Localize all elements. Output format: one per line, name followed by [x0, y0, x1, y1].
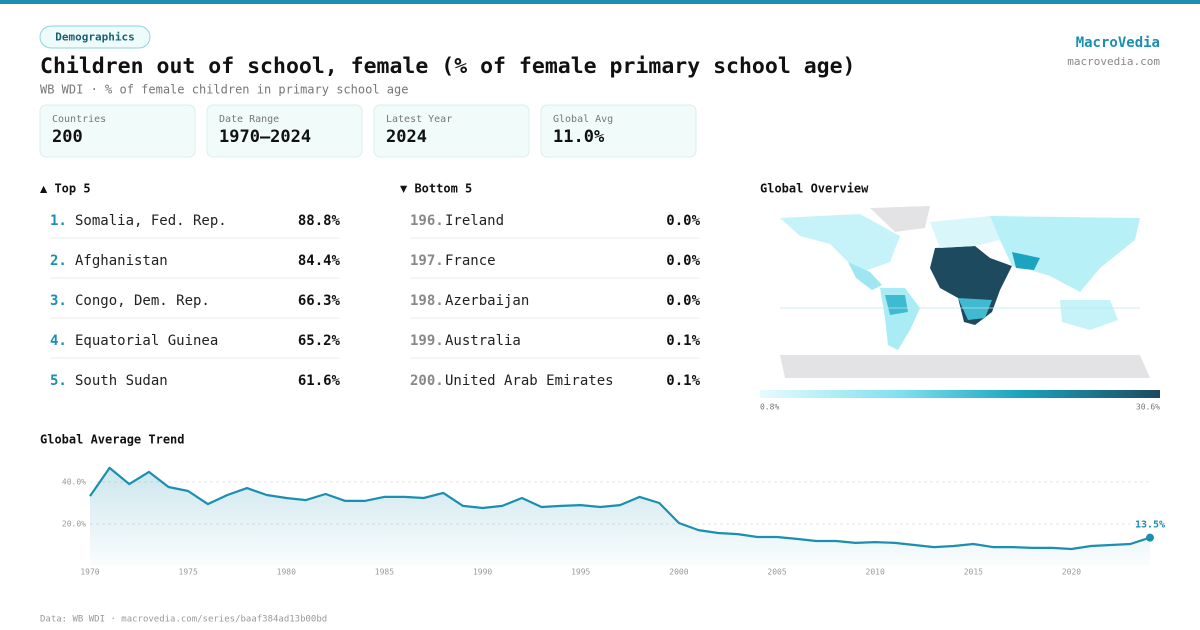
x-tick-label: 1970: [80, 568, 99, 577]
country: Equatorial Guinea: [75, 333, 218, 349]
stat-label: Countries: [52, 114, 106, 125]
x-tick-label: 1995: [571, 568, 590, 577]
country: Australia: [445, 333, 521, 349]
colorbar: [760, 390, 1160, 398]
chart-title: Global Average Trend: [40, 433, 185, 447]
rankings: ▲ Top 5 1. Somalia, Fed. Rep. 88.8% 2. Afghan…: [40, 182, 701, 390]
country: Ireland: [445, 213, 504, 229]
rank-value: 61.6%: [298, 373, 341, 389]
x-tick-label: 1980: [277, 568, 296, 577]
country: Congo, Dem. Rep.: [75, 293, 210, 309]
top-bar: [0, 0, 1200, 4]
list-title: ▼ Bottom 5: [400, 182, 472, 196]
country: Afghanistan: [75, 253, 168, 269]
rank-value: 84.4%: [298, 253, 341, 269]
site: macrovedia.com: [1067, 55, 1160, 68]
country: France: [445, 253, 496, 269]
country: South Sudan: [75, 373, 168, 389]
x-tick-label: 2005: [767, 568, 786, 577]
rank-value: 88.8%: [298, 213, 341, 229]
rank-value: 0.0%: [666, 293, 700, 309]
x-tick-label: 1990: [473, 568, 492, 577]
country: Azerbaijan: [445, 293, 529, 309]
rank-value: 0.0%: [666, 253, 700, 269]
stat-card: [206, 104, 363, 158]
rank-value: 0.1%: [666, 333, 700, 349]
stat-value: 11.0%: [553, 127, 605, 147]
trend-line: [89, 466, 1151, 551]
stat-card: [373, 104, 530, 158]
brand: MacroVedia: [1076, 35, 1160, 51]
x-tick-label: 2020: [1062, 568, 1081, 577]
rank: 2.: [50, 253, 67, 269]
world-map: [780, 206, 1150, 378]
stat-label: Latest Year: [386, 114, 452, 125]
badge: [39, 25, 151, 49]
list-title: ▲ Top 5: [40, 182, 91, 196]
x-tick-label: 1975: [179, 568, 198, 577]
subtitle: WB WDI · % of female children in primary…: [40, 83, 408, 97]
rank: 199.: [410, 333, 444, 349]
rank: 3.: [50, 293, 67, 309]
country: United Arab Emirates: [445, 373, 614, 389]
trend-area: [90, 467, 1150, 566]
map-title: Global Overview: [760, 182, 869, 196]
rank-value: 0.0%: [666, 213, 700, 229]
rank: 197.: [410, 253, 444, 269]
stat-value: 1970–2024: [219, 127, 311, 147]
stat-card: [540, 104, 697, 158]
footer: Data: WB WDI · macrovedia.com/series/baa…: [40, 615, 327, 625]
colorbar-max: 30.6%: [1136, 403, 1160, 412]
y-tick-label: 20.0%: [62, 520, 86, 529]
stat-value: 2024: [386, 127, 427, 147]
country: Somalia, Fed. Rep.: [75, 213, 227, 229]
colorbar-min: 0.8%: [760, 403, 779, 412]
trend-chart: 20.0% 40.0% 1970 1975 1980 1985 1990 1995 2000 20…: [62, 466, 1165, 577]
x-tick-label: 1985: [375, 568, 394, 577]
end-point: [1146, 533, 1154, 542]
rank: 1.: [50, 213, 67, 229]
stat-card: [39, 104, 196, 158]
rank: 4.: [50, 333, 67, 349]
stat-label: Global Avg: [553, 114, 613, 125]
rank-value: 65.2%: [298, 333, 341, 349]
stat-label: Date Range: [219, 114, 279, 125]
rank: 198.: [410, 293, 444, 309]
x-tick-label: 2000: [669, 568, 688, 577]
rank-value: 66.3%: [298, 293, 341, 309]
badge-text: Demographics: [55, 31, 134, 44]
value-label: 13.5%: [1135, 520, 1165, 531]
rank: 196.: [410, 213, 444, 229]
x-tick-label: 2015: [964, 568, 983, 577]
y-tick-label: 40.0%: [62, 478, 86, 487]
rank-value: 0.1%: [666, 373, 700, 389]
x-tick-label: 2010: [866, 568, 885, 577]
title: Children out of school, female (% of fem…: [40, 54, 855, 79]
rank: 5.: [50, 373, 67, 389]
rank: 200.: [410, 373, 444, 389]
stat-value: 200: [52, 127, 83, 147]
stats: Countries 200 Date Range 1970–2024 Latest Ye…: [39, 104, 697, 158]
